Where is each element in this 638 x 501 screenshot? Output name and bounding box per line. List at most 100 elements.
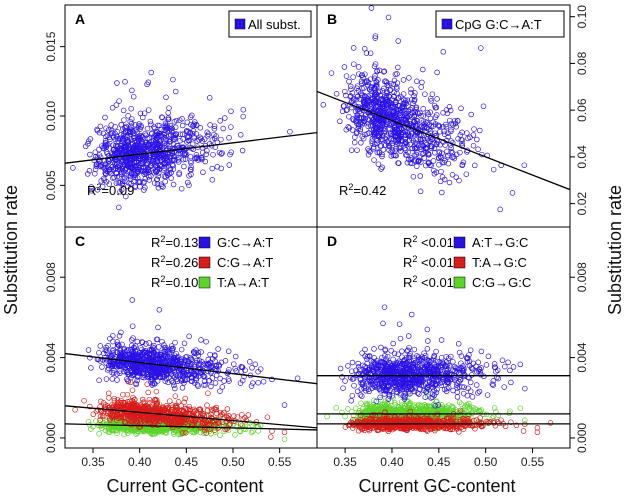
data-point bbox=[177, 151, 184, 157]
data-point bbox=[109, 130, 115, 136]
data-point bbox=[245, 412, 252, 418]
data-point bbox=[187, 114, 194, 121]
data-point bbox=[110, 338, 116, 345]
data-point bbox=[422, 91, 428, 97]
data-point bbox=[333, 91, 340, 97]
data-point bbox=[137, 126, 143, 132]
data-point bbox=[131, 371, 138, 377]
data-point bbox=[367, 50, 374, 56]
data-point bbox=[413, 158, 419, 164]
data-point bbox=[103, 347, 110, 354]
data-point bbox=[149, 380, 156, 387]
data-point bbox=[115, 362, 121, 368]
data-point bbox=[164, 153, 171, 160]
data-point bbox=[128, 105, 134, 112]
data-point bbox=[438, 154, 444, 161]
data-points-b bbox=[320, 5, 528, 213]
data-point bbox=[161, 167, 167, 174]
data-point bbox=[347, 83, 354, 90]
data-point bbox=[132, 172, 139, 178]
data-point bbox=[371, 63, 378, 70]
data-point bbox=[154, 128, 160, 135]
data-point bbox=[114, 163, 121, 170]
data-point bbox=[117, 180, 123, 186]
data-point bbox=[399, 137, 405, 143]
data-point bbox=[405, 156, 412, 163]
data-point bbox=[156, 344, 162, 350]
data-point bbox=[359, 80, 365, 86]
data-point bbox=[478, 45, 484, 51]
data-point bbox=[162, 162, 168, 168]
data-point bbox=[88, 187, 95, 194]
data-point bbox=[181, 340, 188, 347]
data-point bbox=[164, 122, 170, 129]
data-point bbox=[139, 158, 146, 165]
data-point bbox=[408, 86, 414, 93]
data-point bbox=[364, 81, 371, 88]
data-point bbox=[471, 126, 477, 132]
data-point bbox=[171, 382, 177, 389]
data-point bbox=[162, 178, 168, 185]
data-point bbox=[224, 406, 231, 412]
data-point bbox=[146, 396, 153, 403]
data-point bbox=[192, 371, 199, 378]
data-point bbox=[444, 154, 451, 160]
data-point bbox=[237, 132, 244, 138]
data-point bbox=[370, 145, 377, 152]
data-point bbox=[362, 131, 368, 138]
data-point bbox=[101, 177, 107, 183]
data-point bbox=[404, 119, 410, 126]
data-point bbox=[123, 193, 129, 200]
data-point bbox=[96, 350, 102, 356]
data-point bbox=[456, 399, 463, 406]
panel-b: 0.020.040.060.080.10B CpG G:C→A:TR2=0.42 bbox=[316, 4, 589, 228]
data-point bbox=[146, 177, 153, 183]
data-point bbox=[435, 139, 441, 145]
data-point bbox=[394, 90, 400, 97]
data-point bbox=[185, 179, 191, 186]
data-point bbox=[185, 410, 192, 417]
data-point bbox=[97, 123, 104, 130]
data-point bbox=[363, 415, 369, 421]
data-point bbox=[120, 391, 126, 398]
data-point bbox=[219, 411, 225, 418]
data-point bbox=[391, 77, 398, 84]
data-point bbox=[456, 177, 462, 184]
data-point bbox=[163, 155, 169, 162]
data-point bbox=[281, 429, 288, 436]
data-point bbox=[103, 344, 109, 351]
data-point bbox=[406, 402, 412, 409]
data-point bbox=[376, 412, 383, 418]
data-point bbox=[228, 108, 234, 115]
data-point bbox=[149, 158, 156, 165]
data-point bbox=[159, 114, 165, 120]
data-point bbox=[205, 390, 211, 396]
data-point bbox=[383, 92, 390, 99]
data-point bbox=[459, 162, 466, 169]
data-point bbox=[412, 109, 418, 116]
data-point bbox=[162, 123, 169, 130]
data-point bbox=[160, 373, 166, 380]
data-point bbox=[195, 383, 201, 389]
data-point bbox=[114, 411, 120, 417]
data-point bbox=[159, 410, 165, 416]
data-point bbox=[427, 109, 433, 115]
data-point bbox=[358, 140, 364, 146]
data-point bbox=[115, 148, 121, 155]
data-point bbox=[441, 131, 448, 137]
data-point bbox=[189, 357, 196, 364]
data-point bbox=[152, 372, 159, 378]
data-point bbox=[104, 367, 111, 373]
data-point bbox=[377, 104, 384, 110]
data-point bbox=[166, 359, 172, 365]
data-point bbox=[177, 131, 184, 138]
data-point bbox=[103, 421, 110, 427]
data-point bbox=[142, 184, 148, 191]
data-point bbox=[364, 78, 370, 84]
data-point bbox=[372, 73, 378, 79]
data-point bbox=[88, 365, 94, 371]
data-point bbox=[241, 373, 247, 380]
data-point bbox=[383, 121, 390, 127]
data-point bbox=[131, 134, 137, 141]
data-point bbox=[461, 407, 467, 413]
